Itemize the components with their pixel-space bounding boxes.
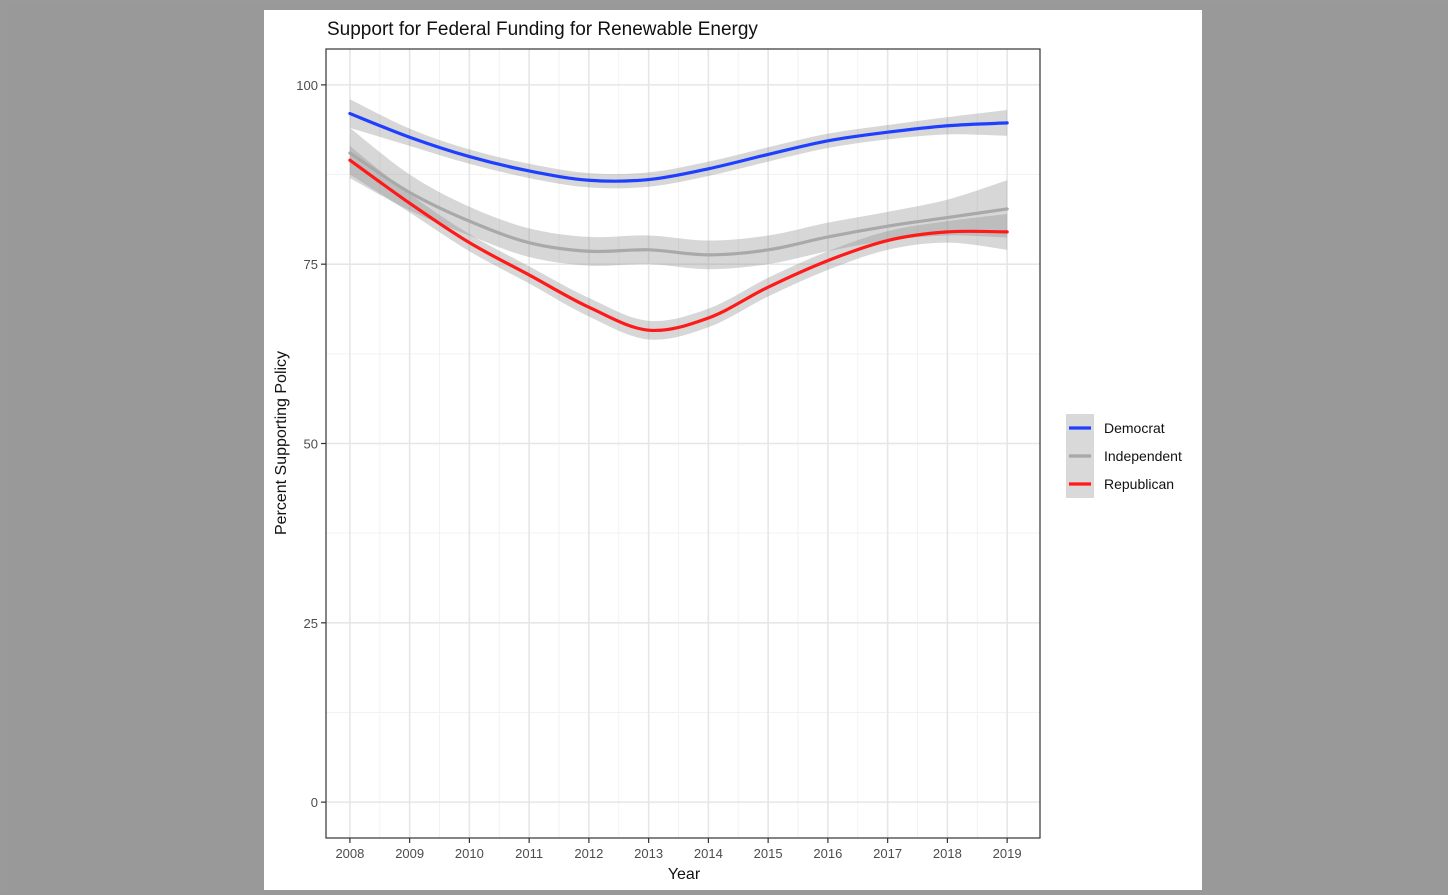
legend-label-republican: Republican: [1104, 476, 1174, 492]
y-tick-label: 100: [296, 78, 318, 93]
legend: Democrat Independent Republican: [1066, 414, 1182, 498]
x-tick-label: 2012: [574, 846, 603, 861]
x-tick-label: 2009: [395, 846, 424, 861]
x-tick-label: 2017: [873, 846, 902, 861]
window-left-edge: [0, 0, 8, 890]
x-tick-label: 2011: [515, 846, 543, 861]
series-lines: [348, 111, 1009, 333]
x-tick-label: 2008: [335, 846, 364, 861]
x-tick-label: 2013: [634, 846, 663, 861]
x-tick-label: 2016: [813, 846, 842, 861]
y-axis-label: Percent Supporting Policy: [273, 351, 290, 535]
republican-line: [348, 158, 1009, 333]
chart-panel: Support for Federal Funding for Renewabl…: [264, 10, 1202, 890]
chart-title: Support for Federal Funding for Renewabl…: [327, 19, 758, 40]
x-axis-label: Year: [668, 866, 701, 883]
democrat-line: [348, 111, 1009, 183]
democrat-confidence-band: [349, 99, 1008, 189]
legend-label-democrat: Democrat: [1104, 420, 1165, 436]
legend-label-independent: Independent: [1104, 448, 1182, 464]
axes: 2008 2009 2010 2011 2012 2013 2014 2015 2016 2017…: [296, 48, 1041, 861]
window-top-strip: [0, 0, 1448, 6]
y-tick-label: 0: [311, 795, 318, 810]
chart-svg: Support for Federal Funding for Renewabl…: [273, 19, 1182, 883]
y-tick-label: 75: [304, 257, 318, 272]
y-tick-label: 50: [304, 437, 318, 452]
x-tick-label: 2019: [993, 846, 1022, 861]
grid-lines: [326, 49, 1040, 838]
x-tick-label: 2015: [754, 846, 783, 861]
x-tick-label: 2014: [694, 846, 723, 861]
x-tick-label: 2010: [455, 846, 484, 861]
independent-line: [348, 151, 1009, 257]
x-tick-label: 2018: [933, 846, 962, 861]
y-tick-label: 25: [304, 616, 318, 631]
